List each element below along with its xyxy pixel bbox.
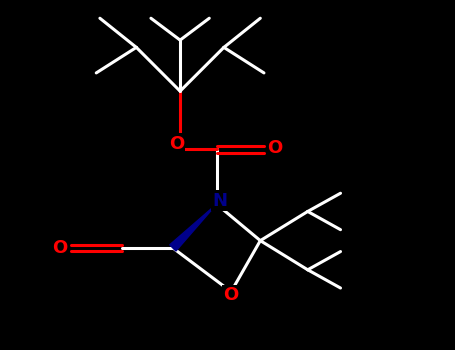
- Polygon shape: [170, 204, 217, 251]
- Text: O: O: [169, 135, 184, 153]
- Text: O: O: [52, 239, 67, 257]
- Text: N: N: [212, 191, 228, 210]
- Text: O: O: [223, 286, 239, 304]
- Text: O: O: [267, 139, 283, 157]
